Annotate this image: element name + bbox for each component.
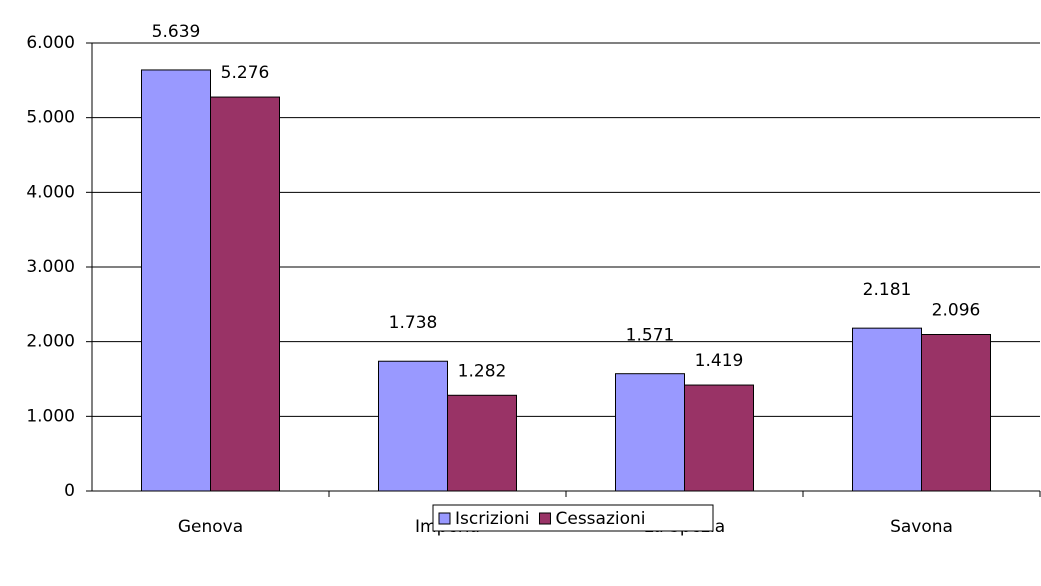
- bar: [852, 327, 922, 492]
- y-tick-label: 4.000: [26, 182, 75, 202]
- bar: [447, 394, 517, 492]
- y-tick-label: 6.000: [26, 33, 75, 53]
- value-label: 2.096: [932, 300, 981, 320]
- value-label: 1.571: [626, 326, 675, 346]
- y-tick-label: 3.000: [26, 257, 75, 277]
- legend-label: Cessazioni: [555, 509, 645, 529]
- bar: [615, 373, 685, 492]
- x-tick-label: Genova: [178, 517, 243, 537]
- x-tick-label: Savona: [890, 517, 953, 537]
- y-tick-label: 2.000: [26, 332, 75, 352]
- legend-swatch: [438, 512, 451, 525]
- bar: [210, 96, 280, 492]
- legend-swatch: [538, 512, 551, 525]
- value-label: 1.282: [458, 361, 507, 381]
- value-label: 5.639: [152, 22, 201, 42]
- legend-label: Iscrizioni: [455, 509, 529, 529]
- value-label: 1.419: [695, 351, 744, 371]
- value-label: 5.276: [221, 63, 270, 83]
- bar: [684, 384, 754, 492]
- bar: [921, 333, 991, 492]
- bar: [141, 69, 211, 492]
- legend-box: [432, 504, 714, 532]
- bar: [378, 360, 448, 492]
- value-label: 2.181: [863, 280, 912, 300]
- y-tick-label: 0: [64, 481, 75, 501]
- y-tick-label: 1.000: [26, 406, 75, 426]
- y-tick-label: 5.000: [26, 108, 75, 128]
- value-label: 1.738: [389, 313, 438, 333]
